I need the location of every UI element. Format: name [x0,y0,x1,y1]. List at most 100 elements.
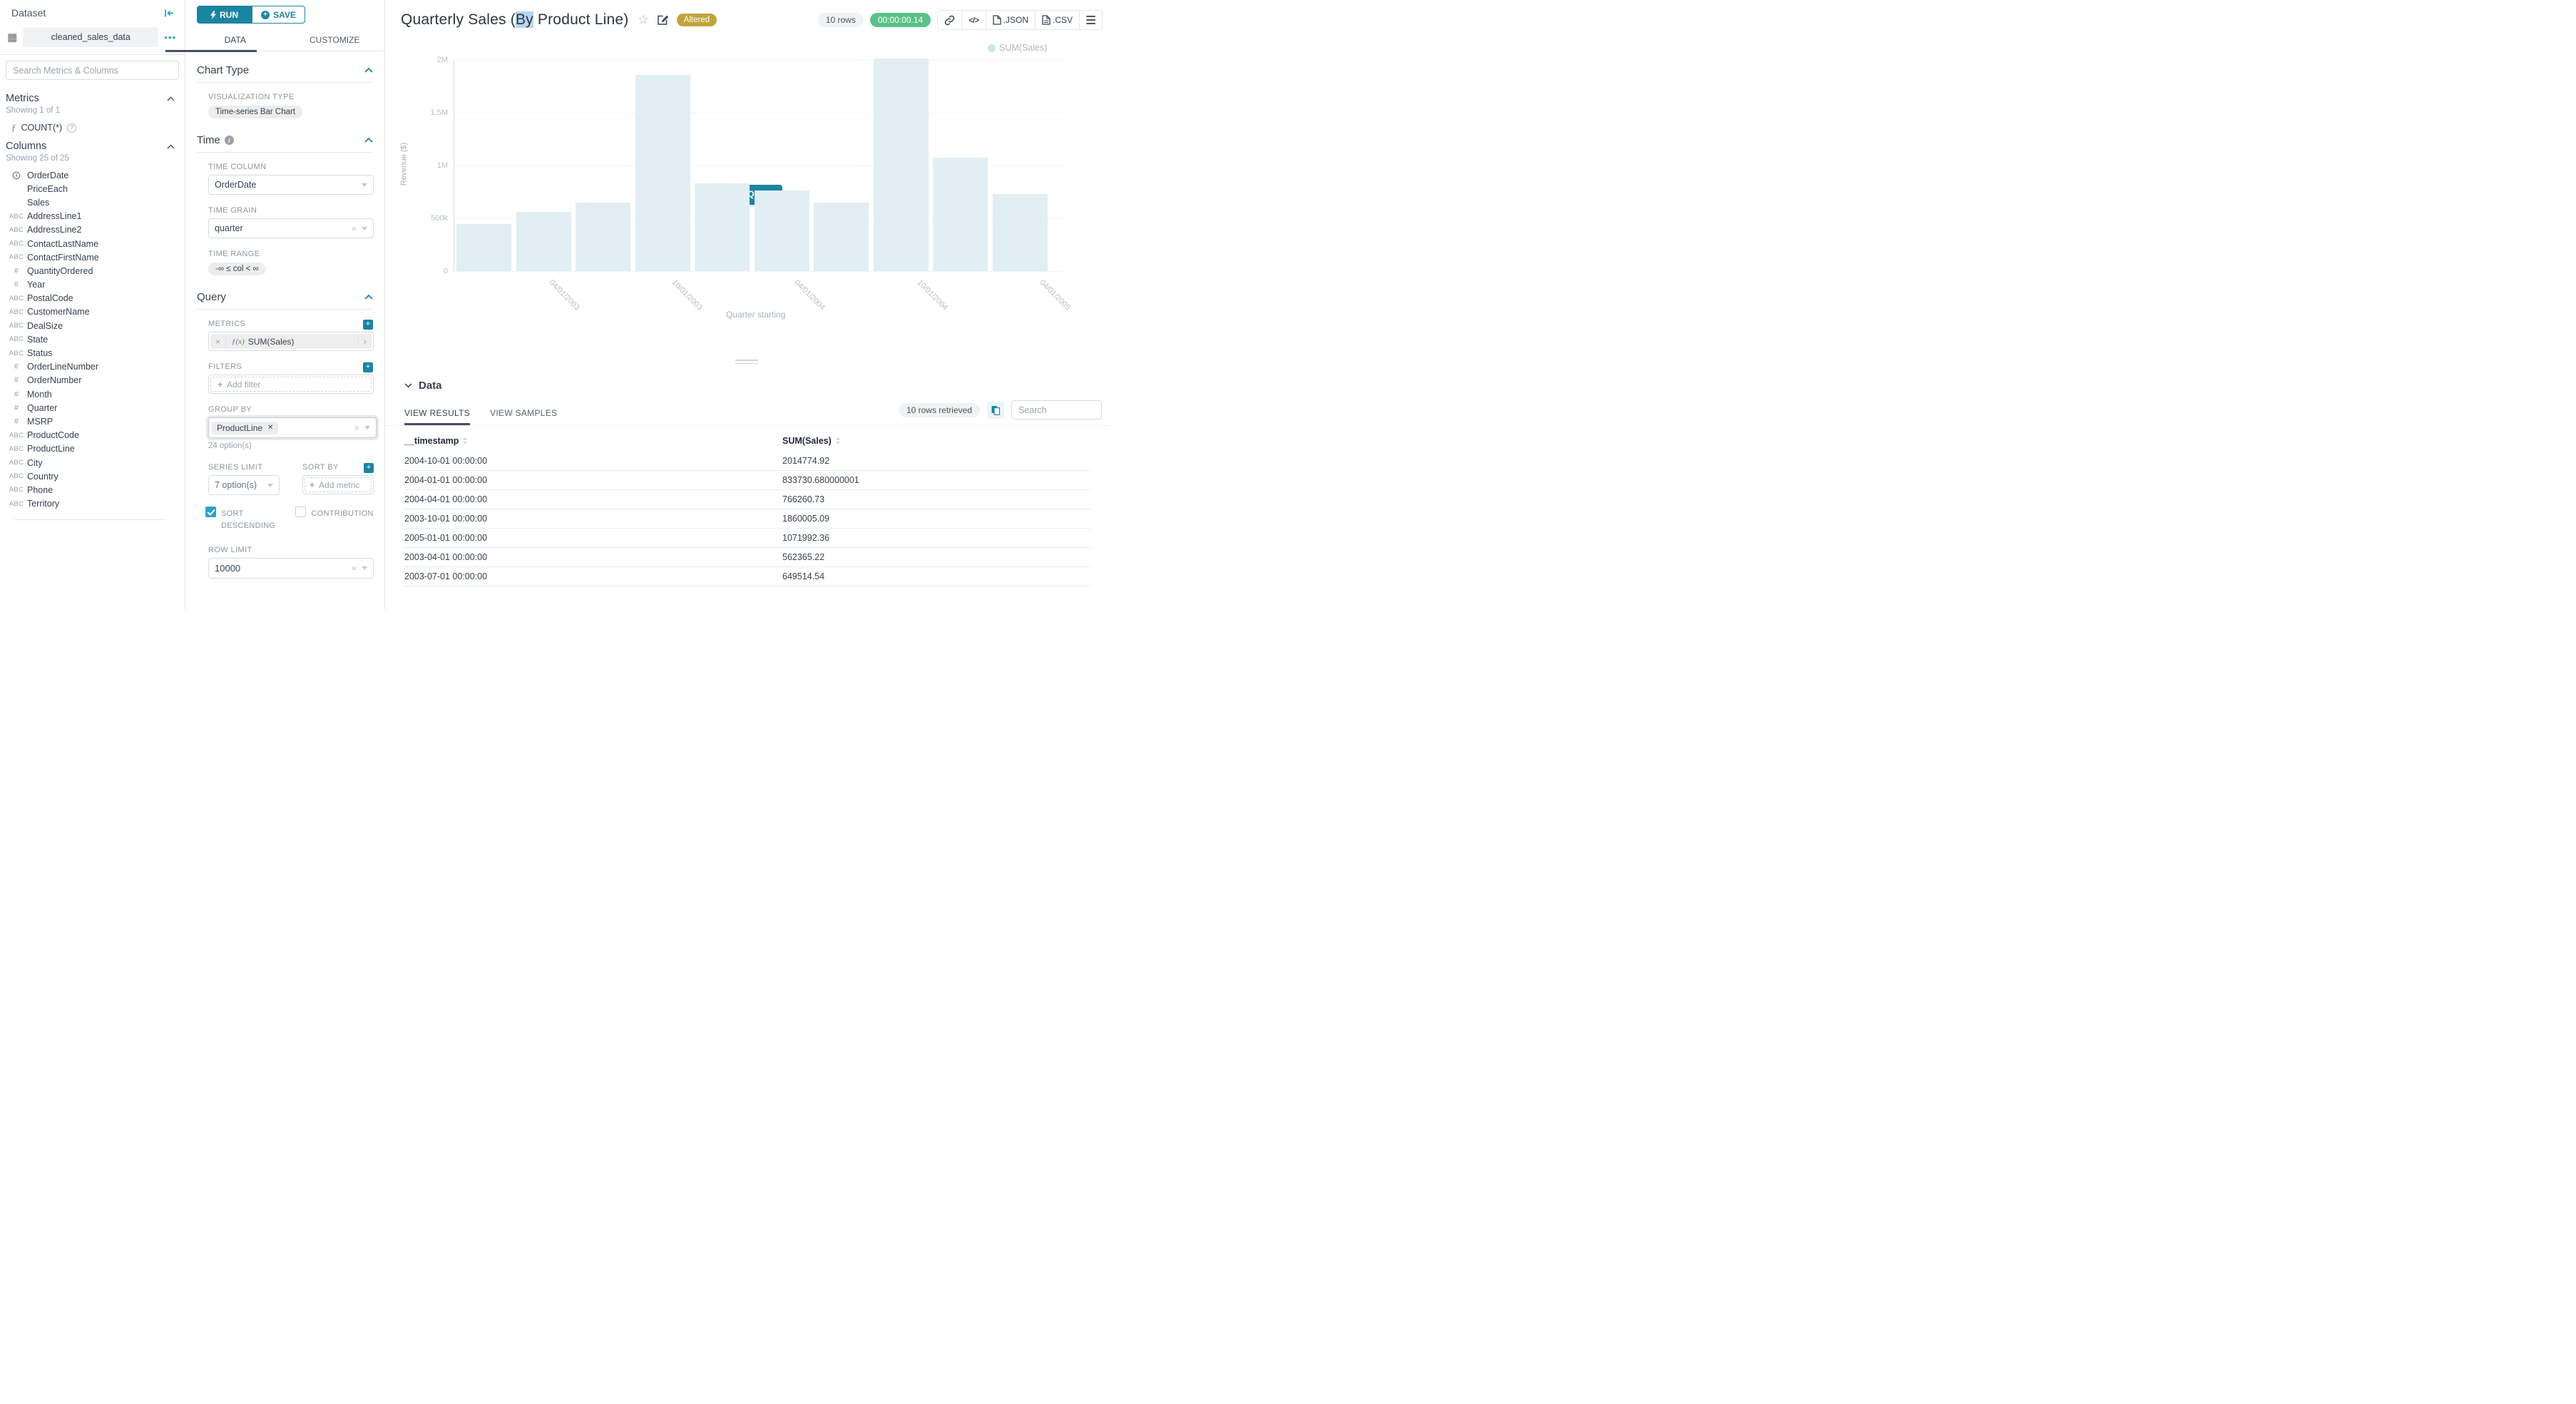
run-button[interactable]: RUN [197,6,252,24]
column-item[interactable]: ABC Status [6,346,175,360]
column-item[interactable]: ABC Phone [6,483,175,497]
table-row[interactable]: 2003-04-01 00:00:00 562365.22 [404,548,1090,567]
column-item[interactable]: ABC ContactFirstName [6,250,175,264]
add-sort-metric-dropzone[interactable]: Add metric [305,477,372,492]
table-row[interactable]: 2004-04-01 00:00:00 766260.73 [404,490,1090,509]
export-json-button[interactable]: .JSON [986,11,1036,29]
column-header-timestamp[interactable]: __timestamp [404,436,459,446]
column-item[interactable]: PriceEach [6,182,175,195]
table-row[interactable]: 2004-01-01 00:00:00 833730.680000001 [404,471,1090,490]
column-item[interactable]: OrderDate [6,168,175,182]
save-button[interactable]: SAVE [252,6,305,24]
chart-title[interactable]: Quarterly Sales (By Product Line) [401,11,629,28]
tab-data[interactable]: DATA [165,31,285,52]
copy-data-button[interactable] [987,401,1004,419]
add-metric-button[interactable] [363,320,373,330]
legend-item[interactable]: SUM(Sales) [988,43,1047,53]
chart-main-panel: Quarterly Sales (By Product Line) Altere… [385,0,1110,609]
table-row[interactable]: 2003-10-01 00:00:00 1860005.09 [404,509,1090,529]
column-item[interactable]: ABC ProductLine [6,442,175,456]
x-axis-tick-label: 10/01/2004 [915,278,949,312]
copy-link-button[interactable] [938,11,963,29]
row-limit-select[interactable]: 10000 [208,558,374,579]
add-filter-button[interactable] [363,362,373,372]
file-json-icon [992,15,1001,25]
sort-descending-checkbox[interactable] [205,507,216,517]
column-item[interactable]: ABC ProductCode [6,429,175,442]
chevron-up-icon[interactable] [364,295,373,300]
dataset-options-icon[interactable]: ••• [164,31,176,43]
chart-menu-button[interactable] [1080,11,1102,29]
table-row[interactable]: 2004-10-01 00:00:00 2014774.92 [404,452,1090,471]
column-item[interactable]: ABC City [6,456,175,469]
column-item[interactable]: # Month [6,387,175,401]
column-item[interactable]: # OrderNumber [6,374,175,387]
panel-resize-handle[interactable] [735,360,758,366]
altered-badge[interactable]: Altered [676,14,717,26]
column-item[interactable]: ABC ContactLastName [6,237,175,250]
rows-retrieved-badge: 10 rows retrieved [898,402,980,417]
chevron-right-icon[interactable] [357,336,372,347]
clear-icon[interactable] [351,224,362,233]
column-item-label: Status [27,348,53,359]
table-row[interactable]: 2003-07-01 00:00:00 649514.54 [404,567,1090,586]
group-by-select[interactable]: ProductLine ✕ [208,417,377,438]
metric-pill[interactable]: ƒ(x) SUM(Sales) [210,334,372,349]
chevron-down-icon[interactable] [404,383,412,388]
sort-icon[interactable] [463,437,468,444]
tab-customize[interactable]: CUSTOMIZE [310,35,360,45]
add-filter-dropzone[interactable]: Add filter [210,377,372,392]
clear-icon[interactable] [351,564,362,573]
column-item[interactable]: Sales [6,195,175,209]
column-item[interactable]: # MSRP [6,414,175,428]
export-csv-button[interactable]: .CSV [1036,11,1080,29]
column-item[interactable]: ABC Territory [6,497,175,511]
metrics-container: ƒ(x) SUM(Sales) [208,332,374,351]
time-column-select[interactable]: OrderDate [208,175,374,195]
metrics-columns-search-input[interactable] [6,61,179,80]
dataset-name[interactable]: cleaned_sales_data [23,27,159,47]
series-limit-select[interactable]: 7 option(s) [208,475,280,495]
column-item-label: Territory [27,499,60,509]
metric-item[interactable]: ƒ COUNT(*) [6,121,175,138]
embed-code-button[interactable] [962,11,986,29]
tab-view-samples[interactable]: VIEW SAMPLES [490,408,558,418]
column-item[interactable]: # Quarter [6,401,175,414]
column-item[interactable]: ABC DealSize [6,319,175,332]
group-by-tag: ProductLine ✕ [212,421,279,434]
contribution-checkbox[interactable] [295,507,307,517]
chevron-up-icon[interactable] [364,68,373,73]
column-header-sum-sales[interactable]: SUM(Sales) [782,436,832,446]
favorite-star-icon[interactable] [638,13,648,27]
column-item[interactable]: ABC AddressLine1 [6,210,175,223]
edit-properties-icon[interactable] [657,14,668,26]
chevron-down-icon [362,183,367,187]
column-item[interactable]: # Year [6,278,175,292]
time-range-value[interactable]: -∞ ≤ col < ∞ [208,263,266,275]
chevron-up-icon[interactable] [364,138,373,143]
columns-section-title: Columns [6,141,47,152]
metrics-collapse-icon[interactable] [167,96,175,101]
clear-icon[interactable] [354,423,364,432]
add-sort-metric-button[interactable] [364,463,374,473]
results-search-input[interactable] [1011,400,1102,419]
column-item[interactable]: ABC State [6,332,175,346]
remove-metric-icon[interactable] [210,336,227,347]
collapse-sidebar-icon[interactable] [164,9,175,18]
table-row[interactable]: 2005-01-01 00:00:00 1071992.36 [404,529,1090,548]
columns-collapse-icon[interactable] [167,143,175,149]
time-grain-select[interactable]: quarter [208,218,374,238]
column-item[interactable]: # OrderLineNumber [6,360,175,374]
column-item[interactable]: ABC CustomerName [6,305,175,319]
visualization-type-value[interactable]: Time-series Bar Chart [208,106,303,118]
column-item[interactable]: ABC AddressLine2 [6,223,175,237]
sort-icon[interactable] [835,437,840,444]
column-item[interactable]: # QuantityOrdered [6,264,175,278]
function-icon: ƒ [11,122,16,133]
tab-view-results[interactable]: VIEW RESULTS [404,408,471,425]
column-item-label: Quarter [27,402,58,413]
control-panel-scroll[interactable]: Chart Type VISUALIZATION TYPE Time-serie… [185,51,384,609]
column-item[interactable]: ABC PostalCode [6,292,175,305]
column-item[interactable]: ABC Country [6,469,175,483]
remove-tag-icon[interactable]: ✕ [267,424,274,432]
